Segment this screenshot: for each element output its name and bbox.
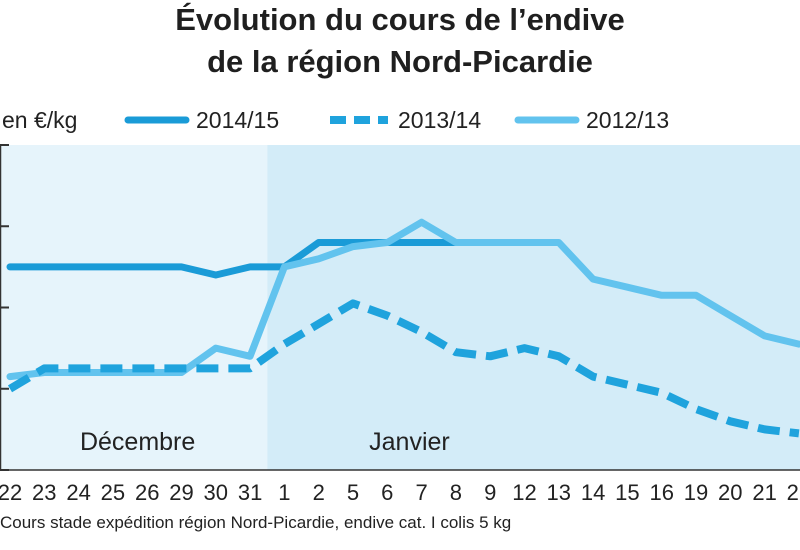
x-tick-label: 20: [718, 480, 742, 505]
x-tick-label: 14: [581, 480, 605, 505]
legend-label: 2012/13: [586, 107, 669, 133]
chart-title-line1: Évolution du cours de l’endive: [175, 2, 625, 37]
y-unit-label: en €/kg: [2, 107, 77, 133]
x-tick-label: 9: [484, 480, 496, 505]
x-tick-label: 1: [278, 480, 290, 505]
x-tick-label: 30: [204, 480, 228, 505]
x-tick-label: 16: [649, 480, 673, 505]
x-tick-label: 19: [684, 480, 708, 505]
x-tick-label: 24: [66, 480, 90, 505]
x-tick-label: 22: [787, 480, 800, 505]
x-tick-label: 8: [450, 480, 462, 505]
x-tick-label: 26: [135, 480, 159, 505]
period-label: Décembre: [80, 428, 195, 456]
chart-title-line2: de la région Nord-Picardie: [207, 44, 593, 79]
legend-label: 2013/14: [398, 107, 481, 133]
series-line-2014-15: [6, 239, 494, 279]
period-label: Janvier: [369, 428, 450, 456]
x-tick-label: 31: [238, 480, 262, 505]
period-bg-decembre: [0, 145, 268, 470]
x-tick-label: 12: [512, 480, 536, 505]
x-tick-label: 25: [101, 480, 125, 505]
x-tick-label: 29: [169, 480, 193, 505]
x-tick-label: 15: [615, 480, 639, 505]
source-note: Cours stade expédition région Nord-Picar…: [0, 513, 511, 532]
x-tick-label: 2: [313, 480, 325, 505]
series-line-2012-13: [6, 218, 800, 381]
x-tick-label: 5: [347, 480, 359, 505]
x-tick-label: 22: [0, 480, 22, 505]
series-line-2013-14: [7, 299, 800, 438]
legend-label: 2014/15: [196, 107, 279, 133]
x-tick-label: 21: [752, 480, 776, 505]
x-tick-label: 7: [415, 480, 427, 505]
x-tick-label: 6: [381, 480, 393, 505]
x-tick-label: 23: [32, 480, 56, 505]
x-tick-label: 13: [547, 480, 571, 505]
